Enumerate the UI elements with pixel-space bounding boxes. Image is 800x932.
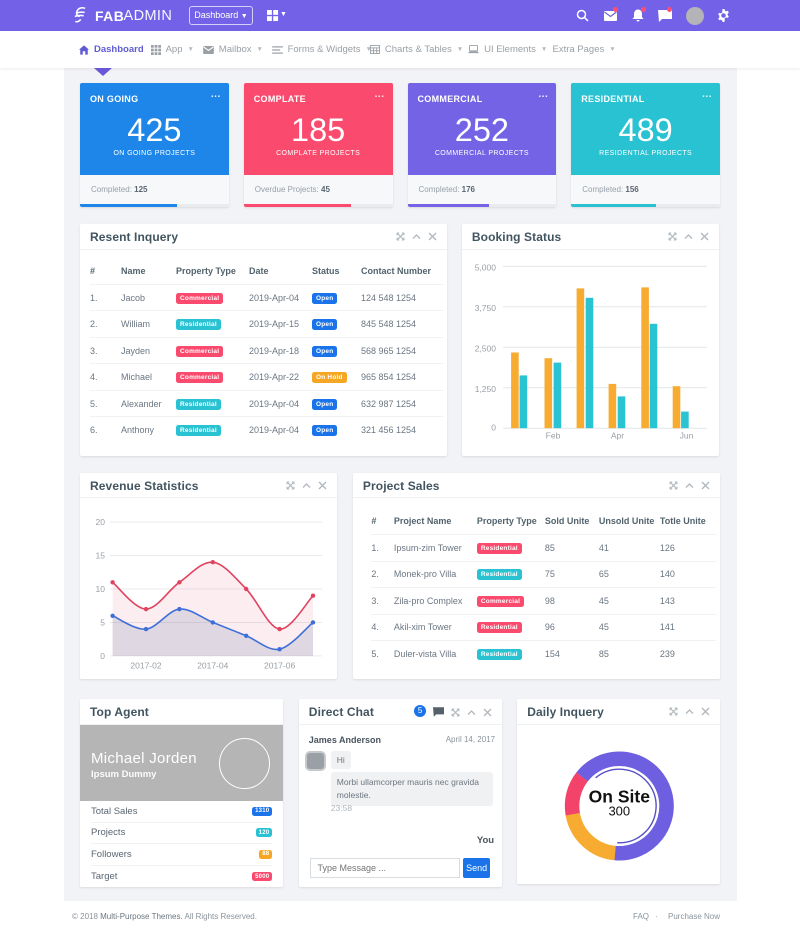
svg-text:2017-06: 2017-06 bbox=[264, 661, 295, 671]
svg-text:2,500: 2,500 bbox=[475, 343, 497, 353]
svg-text:15: 15 bbox=[96, 551, 106, 561]
svg-text:3,750: 3,750 bbox=[475, 303, 497, 313]
svg-text:10: 10 bbox=[96, 584, 106, 594]
svg-text:0: 0 bbox=[100, 651, 105, 661]
svg-text:Feb: Feb bbox=[546, 430, 561, 440]
svg-text:300: 300 bbox=[609, 803, 631, 818]
svg-text:20: 20 bbox=[96, 517, 106, 527]
svg-text:2017-02: 2017-02 bbox=[130, 661, 161, 671]
svg-text:5,000: 5,000 bbox=[475, 262, 497, 272]
svg-text:2017-04: 2017-04 bbox=[197, 661, 228, 671]
svg-text:1,250: 1,250 bbox=[475, 384, 497, 394]
svg-text:Apr: Apr bbox=[611, 430, 624, 440]
svg-text:5: 5 bbox=[100, 618, 105, 628]
svg-text:0: 0 bbox=[491, 422, 496, 432]
svg-text:Jun: Jun bbox=[680, 430, 694, 440]
svg-text:On Site: On Site bbox=[589, 786, 651, 806]
